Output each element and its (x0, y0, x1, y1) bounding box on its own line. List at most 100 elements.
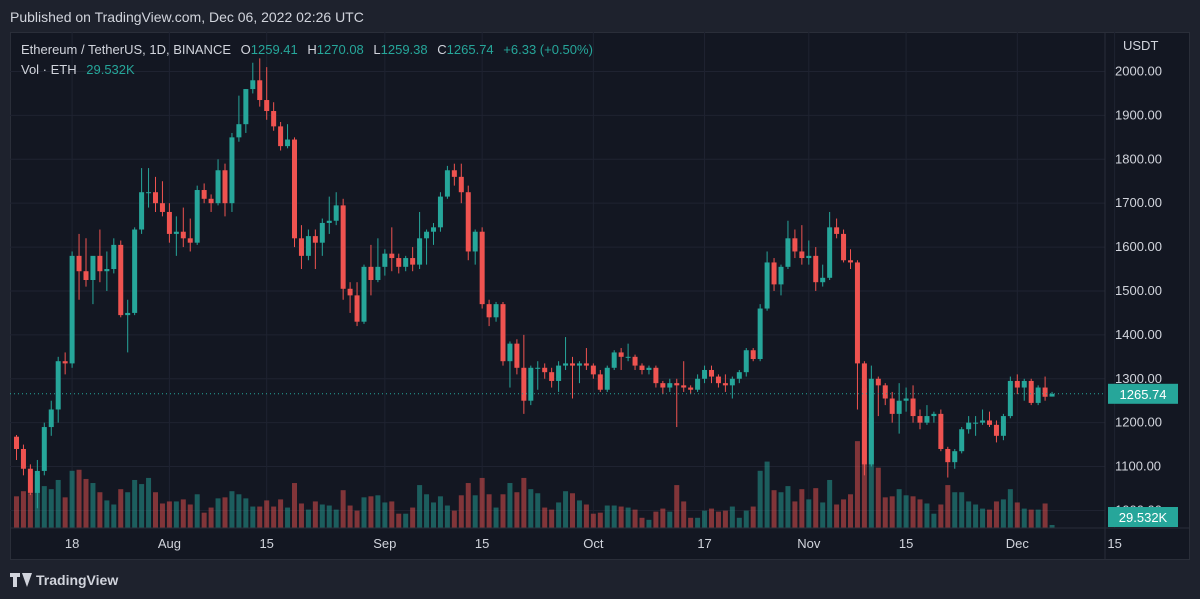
volume-bar (695, 517, 701, 528)
candle-body (576, 363, 582, 366)
volume-bar (479, 477, 485, 528)
candle-body (215, 170, 221, 204)
volume-bar (681, 501, 687, 528)
volume-bar (576, 500, 582, 528)
price-tick-label: 1400.00 (1115, 327, 1162, 342)
candle-body (854, 262, 860, 364)
candle-body (931, 413, 937, 417)
volume-bar (903, 495, 909, 528)
volume-bar (264, 500, 270, 528)
volume-bar (41, 486, 47, 528)
candle-body (827, 227, 833, 278)
candle-body (76, 255, 82, 272)
candle-body (848, 260, 853, 263)
volume-bar (1007, 489, 1013, 528)
volume-bar (653, 511, 659, 528)
candle-body (458, 176, 464, 193)
volume-bar (444, 505, 450, 528)
volume-bar (166, 501, 172, 528)
candle-body (187, 238, 193, 243)
volume-bar (625, 507, 631, 528)
volume-bar (222, 497, 228, 528)
candle-body (208, 198, 214, 204)
candle-body (90, 255, 96, 280)
volume-bar (1021, 508, 1027, 528)
candle-body (1028, 380, 1034, 403)
symbol-label[interactable]: Ethereum / TetherUS, 1D, BINANCE (21, 42, 232, 57)
volume-bar (104, 500, 110, 528)
volume-bar (618, 506, 624, 528)
candle-body (688, 387, 694, 390)
candle-body (528, 367, 534, 401)
candle-body (938, 413, 944, 449)
volume-bar (980, 508, 986, 528)
candle-body (667, 383, 673, 388)
candle-body (681, 385, 687, 388)
volume-bar (368, 496, 374, 528)
candles (14, 58, 1055, 509)
time-tick-label: 18 (65, 536, 79, 551)
volume-bar (305, 509, 311, 528)
open-label: O (240, 42, 251, 57)
candle-body (271, 111, 277, 127)
volume-bar (743, 510, 749, 528)
candle-body (625, 356, 631, 358)
volume-label[interactable]: Vol · ETH (21, 62, 77, 77)
volume-bar (76, 469, 82, 528)
volume-bar (1042, 503, 1048, 528)
volume-bar (792, 501, 798, 528)
candle-body (69, 255, 75, 364)
volume-bar (278, 499, 284, 528)
candle-body (966, 422, 972, 430)
candle-body (903, 398, 909, 401)
candle-body (354, 295, 360, 322)
volume-bar (702, 510, 708, 528)
candle-body (563, 363, 569, 366)
volume-bar (389, 501, 395, 528)
candle-body (653, 367, 659, 384)
last-volume-badge (1108, 507, 1178, 527)
volume-bar (382, 502, 388, 528)
tradingview-logo[interactable]: TradingView (10, 572, 118, 588)
candle-body (604, 367, 610, 390)
price-chart[interactable]: 2000.00 1900.00 1800.00 1700.00 1600.00 1500.… (10, 32, 1190, 560)
candle-body (493, 304, 499, 318)
volume-bar (298, 503, 304, 528)
candle-body (750, 350, 756, 360)
volume-bar (667, 511, 673, 528)
price-tick-label: 1100.00 (1115, 459, 1161, 474)
volume-row: Vol · ETH 29.532K (21, 60, 593, 80)
time-tick-label: Sep (373, 536, 396, 551)
volume-bar (201, 512, 207, 528)
candle-body (250, 80, 256, 90)
candle-body (709, 369, 714, 377)
volume-bar (729, 506, 735, 528)
candle-body (889, 398, 895, 414)
publish-header: Published on TradingView.com, Dec 06, 20… (0, 0, 1200, 32)
volume-bar (688, 517, 694, 528)
candle-body (326, 220, 332, 223)
time-tick-label: 15 (475, 536, 489, 551)
volume-bar (312, 501, 318, 528)
close-label: C (437, 42, 447, 57)
candle-body (55, 361, 61, 410)
candle-body (278, 126, 284, 147)
candle-body (778, 266, 784, 285)
volume-bar (750, 506, 756, 528)
volume-bar (229, 491, 235, 528)
candle-body (333, 205, 339, 221)
volume-bar (451, 510, 457, 528)
volume-bar (500, 494, 506, 528)
volume-bar (590, 513, 596, 528)
open-value: 1259.41 (250, 42, 298, 57)
volume-bar (639, 517, 645, 528)
candle-body (1042, 387, 1048, 397)
price-tick-label: 1700.00 (1115, 195, 1162, 210)
last-volume-label: 29.532K (1119, 510, 1168, 525)
candle-body (611, 352, 617, 368)
volume-bar (841, 499, 847, 528)
volume-bar (938, 504, 944, 528)
volume-bar (326, 505, 332, 528)
volume-bar (194, 494, 200, 528)
candle-body (500, 304, 506, 362)
